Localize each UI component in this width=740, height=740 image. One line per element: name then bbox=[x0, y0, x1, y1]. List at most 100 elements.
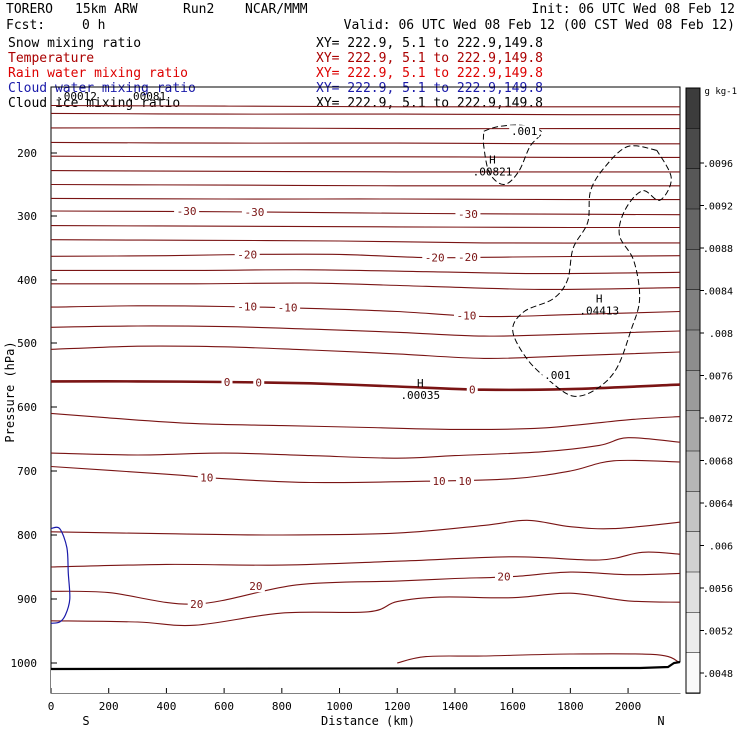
x-axis-tick-label: 800 bbox=[272, 700, 292, 713]
max-marker-h: H bbox=[489, 153, 496, 166]
colorbar-segment bbox=[685, 249, 701, 291]
x-axis-tick-label: 1000 bbox=[326, 700, 353, 713]
overlapping-max-label: .00012 bbox=[57, 90, 97, 103]
x-axis-tick-label: 1400 bbox=[442, 700, 469, 713]
terrain-surface bbox=[51, 662, 686, 693]
model-name: TORERO bbox=[6, 2, 53, 17]
temperature-contour-line bbox=[50, 210, 681, 216]
snow-contour-line bbox=[482, 124, 543, 186]
y-axis-label: Pressure (hPa) bbox=[3, 341, 17, 442]
model-institution: NCAR/MMM bbox=[245, 2, 308, 17]
colorbar-tick-label: .0072 bbox=[703, 414, 733, 425]
temperature-contour-line bbox=[50, 112, 681, 116]
temperature-contour-line bbox=[50, 253, 681, 259]
colorbar-tick-label: .0088 bbox=[703, 244, 733, 255]
temperature-contour-label: 10 bbox=[458, 475, 471, 488]
field-legend-coords: XY= 222.9, 5.1 to 222.9,149.8 bbox=[316, 66, 543, 81]
overlapping-max-label: .00081 bbox=[126, 90, 166, 103]
temperature-contour-line bbox=[397, 653, 681, 664]
colorbar-segment bbox=[685, 612, 701, 654]
x-axis-tick-label: 1200 bbox=[384, 700, 411, 713]
temperature-label-bg bbox=[494, 570, 513, 583]
temperature-contour-line bbox=[50, 592, 681, 627]
header: TORERO 15km ARW Run2 NCAR/MMM Init: 06 U… bbox=[6, 2, 735, 33]
colorbar-tick-label: .0052 bbox=[703, 627, 733, 638]
x-axis-tick-label: 0 bbox=[48, 700, 55, 713]
cloud-water-contours bbox=[50, 526, 71, 624]
field-legend-coords: XY= 222.9, 5.1 to 222.9,149.8 bbox=[316, 81, 543, 96]
temperature-contour-line bbox=[50, 197, 681, 201]
colorbar-frame bbox=[685, 87, 701, 694]
field-legend-name: Cloud water mixing ratio bbox=[8, 81, 196, 96]
temperature-contour-label: -30 bbox=[244, 206, 264, 219]
temperature-contour-line bbox=[50, 239, 681, 244]
y-axis-tick-label: 600 bbox=[17, 401, 37, 414]
field-legend-name: Temperature bbox=[8, 51, 94, 66]
temperature-contour-label: -10 bbox=[457, 309, 477, 322]
colorbar-segment bbox=[685, 370, 701, 412]
colorbar-segment bbox=[685, 329, 701, 372]
temperature-contour-line bbox=[50, 459, 681, 484]
model-resolution: 15km ARW bbox=[75, 2, 138, 17]
max-marker-h: H bbox=[417, 377, 424, 390]
contour-labels: -30 -30 -30 -20 -20 -20 -10 -10 -10 0 0 0 10 10 10 20 20… bbox=[57, 90, 573, 611]
temperature-contour-line bbox=[50, 345, 681, 359]
temperature-contour-line bbox=[50, 519, 681, 536]
axes: Pressure (hPa) Distance (km) S N 0 200 400… bbox=[3, 147, 665, 728]
colorbar-tick-label: .006 bbox=[709, 542, 733, 553]
colorbar-tick-label: .0048 bbox=[703, 669, 733, 680]
x-axis-tick-label: 2000 bbox=[615, 700, 642, 713]
colorbar-segment bbox=[685, 531, 701, 573]
temperature-contour-label: -20 bbox=[458, 251, 478, 264]
cloud-water-contour-line bbox=[50, 526, 71, 624]
temperature-contour-line bbox=[50, 141, 681, 145]
colorbar-tick-label: .0096 bbox=[703, 159, 733, 170]
y-axis-tick-label: 800 bbox=[17, 529, 37, 542]
colorbar: .0048 .0052 .0056 .006 .0064 .0068 .0072 .0076.… bbox=[685, 87, 737, 694]
temperature-contour-label: -10 bbox=[278, 302, 298, 315]
snow-contour-line bbox=[512, 145, 672, 397]
temperature-contour-label: 20 bbox=[497, 571, 510, 584]
temperature-label-bg bbox=[241, 206, 267, 219]
temperature-contour-label: 10 bbox=[432, 475, 445, 488]
y-axis-tick-label: 400 bbox=[17, 274, 37, 287]
forecast-label: Fcst: bbox=[6, 18, 45, 33]
y-axis-tick-label: 1000 bbox=[11, 657, 38, 670]
snow-contour-label: .001 bbox=[544, 369, 571, 382]
temperature-contour-label: 20 bbox=[249, 580, 262, 593]
colorbar-tick-label: .0084 bbox=[703, 287, 733, 298]
colorbar-tick-label: .008 bbox=[709, 329, 733, 340]
temperature-label-bg bbox=[466, 383, 478, 396]
temperature-label-bg bbox=[453, 309, 479, 322]
colorbar-segment bbox=[685, 208, 701, 251]
max-marker-value: .00821 bbox=[473, 165, 513, 178]
colorbar-segment bbox=[685, 571, 701, 614]
temperature-contour-line bbox=[50, 551, 681, 568]
field-legend-name: Rain water mixing ratio bbox=[8, 66, 188, 81]
temperature-label-bg bbox=[422, 251, 448, 264]
colorbar-tick-label: .0068 bbox=[703, 457, 733, 468]
temperature-contour-line bbox=[50, 170, 680, 173]
field-legend-coords: XY= 222.9, 5.1 to 222.9,149.8 bbox=[316, 51, 543, 66]
temperature-contour-line bbox=[50, 225, 681, 229]
colorbar-tick-label: .0056 bbox=[703, 584, 733, 595]
temperature-contour-line bbox=[50, 155, 681, 158]
x-axis-tick-label: 1800 bbox=[557, 700, 584, 713]
temperature-contour-label: 10 bbox=[200, 471, 213, 484]
temperature-contour-label: 0 bbox=[224, 376, 231, 389]
x-axis-tick-label: 400 bbox=[156, 700, 176, 713]
terrain-line bbox=[50, 660, 681, 671]
temperature-contour-label: -10 bbox=[237, 300, 257, 313]
temperature-contour-label: -20 bbox=[237, 248, 257, 261]
colorbar-segment bbox=[685, 450, 701, 493]
model-run: Run2 bbox=[183, 2, 214, 17]
field-legend-coords: XY= 222.9, 5.1 to 222.9,149.8 bbox=[316, 96, 543, 111]
temperature-contour-label: 0 bbox=[255, 377, 262, 390]
temperature-contour-label: 0 bbox=[469, 384, 476, 397]
temperature-label-bg bbox=[455, 250, 481, 263]
temperature-label-bg bbox=[246, 580, 265, 593]
colorbar-tick-label: .0064 bbox=[703, 499, 733, 510]
temperature-contour-label: -30 bbox=[458, 208, 478, 221]
x-axis-label: Distance (km) bbox=[321, 714, 415, 728]
